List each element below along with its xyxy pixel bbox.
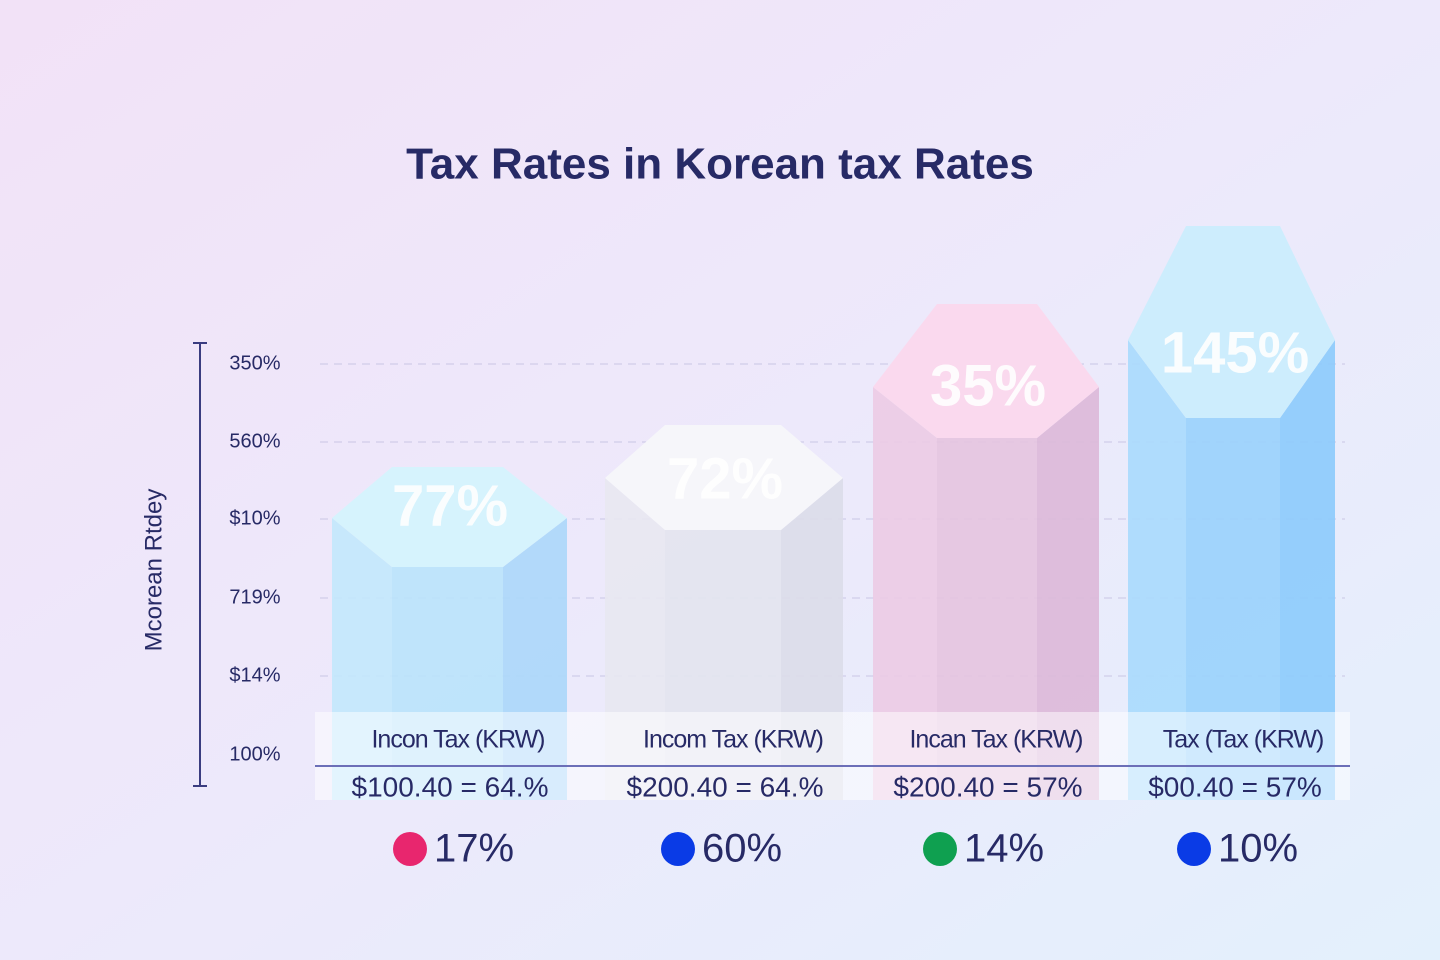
bar-front-face <box>937 438 1037 800</box>
legend-dot <box>393 832 427 866</box>
bar-label: 145% <box>1161 320 1309 385</box>
legend-dot <box>923 832 957 866</box>
legend-text: 17% <box>434 827 514 871</box>
tick-label: $14% <box>229 664 280 686</box>
bar-top-face <box>605 425 843 530</box>
axis <box>193 342 207 787</box>
tick-label: 100% <box>229 743 280 765</box>
bar-top-face <box>332 467 567 567</box>
bar-right-face <box>1037 387 1099 800</box>
bar-right-face <box>1280 340 1335 800</box>
column-caption: Tax (Tax (KRW) <box>1163 726 1324 754</box>
tick-label: $10% <box>229 507 280 529</box>
axis-label: Mcorean Rtdey <box>140 489 167 652</box>
bar-left-face <box>1128 340 1186 800</box>
legend-text: 60% <box>702 827 782 871</box>
column-caption: Incan Tax (KRW) <box>909 726 1082 754</box>
tick-label: 719% <box>229 586 280 608</box>
bar-label: 72% <box>667 446 783 511</box>
legend-text: 14% <box>964 827 1044 871</box>
tick-label: 350% <box>229 352 280 374</box>
bar-top-face <box>873 304 1099 438</box>
column-value: $100.40 = 64.% <box>352 771 549 802</box>
labels: 350% 560% $10% 719% $14% 100% 77% Incon Tax (KR… <box>229 320 1324 871</box>
column-caption: Incom Tax (KRW) <box>643 726 823 754</box>
column-caption: Incon Tax (KRW) <box>371 726 544 754</box>
legend-dot <box>661 832 695 866</box>
column-value: $200.40 = 57% <box>893 771 1082 802</box>
tick-label: 560% <box>229 430 280 452</box>
column-value: $200.40 = 64.% <box>627 771 824 802</box>
title: Tax Rates in Korean tax Rates <box>406 140 1034 189</box>
legend-text: 10% <box>1218 827 1298 871</box>
legend-dot <box>1177 832 1211 866</box>
bar-front-face <box>1186 418 1280 800</box>
bar-label: 77% <box>392 473 508 538</box>
bar-label: 35% <box>930 353 1046 418</box>
caption-band <box>315 712 1350 800</box>
column-value: $00.40 = 57% <box>1148 771 1322 802</box>
bar-left-face <box>873 387 937 800</box>
bar-top-face <box>1128 226 1335 418</box>
